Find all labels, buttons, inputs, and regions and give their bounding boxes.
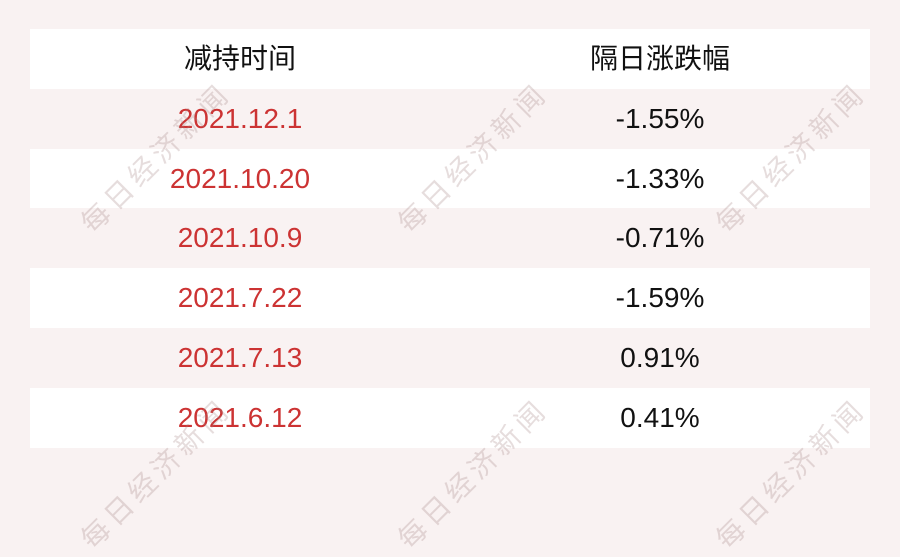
table-header-row: 减持时间 隔日涨跌幅 <box>30 29 870 89</box>
reduction-date-cell: 2021.7.22 <box>177 282 303 314</box>
next-day-change-cell: -1.55% <box>615 102 705 134</box>
next-day-change-cell: -1.59% <box>615 282 705 314</box>
table-row: 2021.7.22 -1.59% <box>30 268 870 328</box>
header-reduction-time: 减持时间 <box>183 43 296 74</box>
table-row: 2021.10.20 -1.33% <box>30 148 870 209</box>
table-row: 2021.12.1 -1.55% <box>30 89 870 149</box>
page-background: 每日经济新闻 每日经济新闻 每日经济新闻 每日经济新闻 每日经济新闻 每日经济新… <box>30 29 873 556</box>
reduction-date-cell: 2021.12.1 <box>177 102 303 134</box>
next-day-change-cell: -1.33% <box>615 162 705 194</box>
reduction-impact-table: 减持时间 隔日涨跌幅 2021.12.1 -1.55% 2021.10.20 -… <box>30 29 870 448</box>
next-day-change-cell: 0.41% <box>620 401 700 433</box>
reduction-date-cell: 2021.10.20 <box>169 162 311 194</box>
table-row: 2021.10.9 -0.71% <box>30 208 870 268</box>
table-row: 2021.6.12 0.41% <box>30 387 870 448</box>
reduction-date-cell: 2021.6.12 <box>177 401 303 433</box>
header-next-day-change: 隔日涨跌幅 <box>589 43 730 74</box>
reduction-date-cell: 2021.10.9 <box>177 222 303 254</box>
table-row: 2021.7.13 0.91% <box>30 328 870 388</box>
reduction-date-cell: 2021.7.13 <box>177 341 303 373</box>
next-day-change-cell: -0.71% <box>615 222 705 254</box>
next-day-change-cell: 0.91% <box>620 341 700 373</box>
